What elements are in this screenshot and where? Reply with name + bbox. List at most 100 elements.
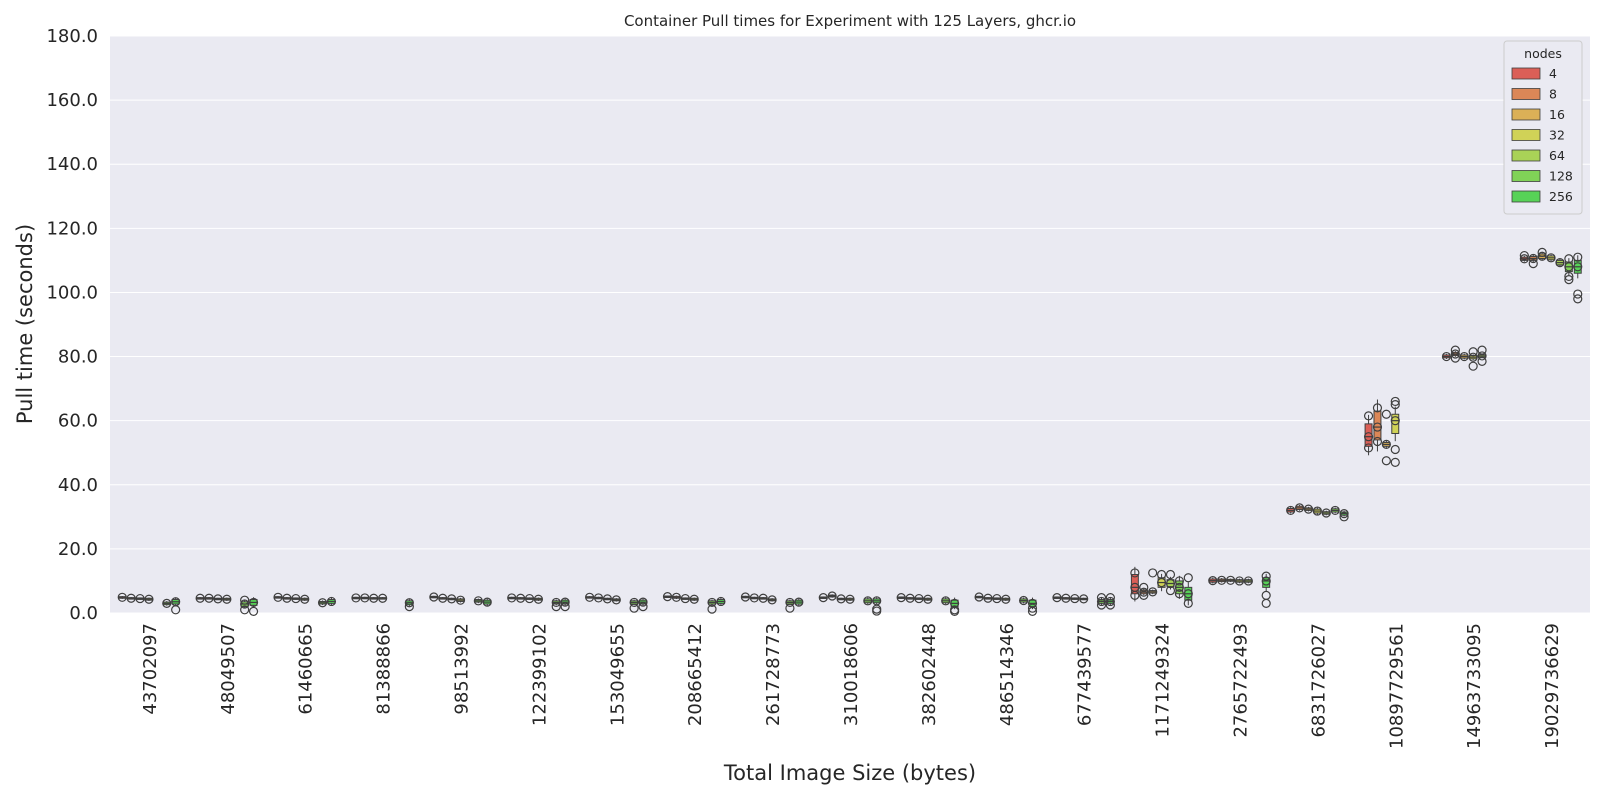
x-tick-label: 261728773 <box>763 623 784 726</box>
box-128-nodes <box>629 597 639 613</box>
legend-item: 4 <box>1511 66 1557 81</box>
x-tick-label: 98513992 <box>452 623 473 715</box>
legend-items: 4 8 16 32 64 128 256 <box>1511 66 1573 204</box>
box-16-nodes <box>213 594 223 604</box>
box-32-nodes <box>455 595 466 605</box>
flier-point <box>593 593 604 603</box>
flier-point <box>671 592 682 602</box>
flier-point <box>1441 351 1452 362</box>
flier-point <box>248 606 259 616</box>
box-8-nodes <box>126 593 136 603</box>
box-32-nodes <box>767 595 777 605</box>
flier-point <box>749 593 759 603</box>
legend-item: 8 <box>1511 87 1557 102</box>
flier-point <box>1105 600 1115 610</box>
box-128-nodes <box>1564 254 1574 285</box>
box-8-nodes <box>1528 253 1538 269</box>
box-32-nodes <box>1312 506 1322 516</box>
box-256-nodes <box>482 597 492 607</box>
flier-point <box>195 593 205 603</box>
gridlines <box>110 35 1590 614</box>
flier-point <box>429 592 439 602</box>
legend-label: 128 <box>1549 169 1573 184</box>
flier-point <box>1225 575 1236 585</box>
flier-point <box>240 599 250 609</box>
flier-point <box>1477 345 1487 355</box>
flier-point <box>135 593 145 604</box>
box-8-nodes <box>360 593 370 603</box>
box-256-nodes <box>1261 571 1271 608</box>
flier-point <box>240 595 250 605</box>
flier-point <box>1339 509 1349 519</box>
flier-point <box>1519 250 1529 261</box>
y-tick-label: 140.0 <box>46 154 98 175</box>
box-256-nodes <box>326 596 337 607</box>
box-4-nodes <box>974 592 984 602</box>
box-4-nodes <box>273 592 283 602</box>
flier-point <box>827 591 837 601</box>
flier-point <box>482 597 492 607</box>
flier-point <box>404 601 414 612</box>
box-256-nodes <box>794 597 804 607</box>
flier-point <box>1537 247 1547 257</box>
legend-label: 16 <box>1549 107 1565 122</box>
flier-point <box>1052 593 1062 603</box>
flier-point <box>1450 349 1460 359</box>
flier-point <box>716 596 726 607</box>
flier-point <box>758 593 768 603</box>
box-16-nodes <box>1537 247 1547 261</box>
legend-item: 16 <box>1511 107 1565 122</box>
box-256-nodes <box>638 597 648 612</box>
box-8-nodes <box>1294 503 1305 513</box>
box-8-nodes <box>827 591 837 601</box>
box-16-nodes <box>992 593 1002 604</box>
box-256-nodes <box>248 597 259 616</box>
box-128-nodes <box>1096 593 1107 610</box>
x-tick-label: 2765722493 <box>1230 623 1251 738</box>
flier-point <box>1096 600 1107 610</box>
flier-point <box>404 598 414 608</box>
box-8-nodes <box>282 593 292 603</box>
y-axis-tick-labels: 0.0 20.0 40.0 60.0 80.0 100.0 120.0 140.0 160.0 1… <box>46 26 98 624</box>
box-4-nodes <box>1363 411 1374 456</box>
legend-label: 8 <box>1549 87 1557 102</box>
flier-point <box>438 593 448 603</box>
flier-point <box>126 593 136 603</box>
flier-point <box>1528 258 1538 269</box>
box-256-nodes <box>404 598 414 612</box>
box-16-nodes <box>1225 575 1236 585</box>
flier-point <box>1363 411 1374 421</box>
flier-point <box>1174 582 1184 592</box>
flier-point <box>638 601 648 612</box>
x-tick-label: 486514346 <box>997 623 1018 726</box>
x-tick-label: 81388866 <box>374 623 395 715</box>
flier-point <box>171 605 181 615</box>
box-8-nodes <box>438 593 448 603</box>
box-256-nodes <box>560 597 570 612</box>
x-tick-label: 208665412 <box>685 623 706 726</box>
flier-point <box>1148 568 1158 578</box>
legend-label: 256 <box>1549 189 1573 204</box>
y-axis-title: Pull time (seconds) <box>13 224 37 424</box>
y-tick-label: 100.0 <box>46 282 98 303</box>
box-128-nodes <box>863 596 873 606</box>
flier-point <box>845 594 855 604</box>
flier-point <box>551 601 561 612</box>
legend-swatch <box>1511 108 1541 121</box>
y-tick-label: 60.0 <box>58 411 98 432</box>
box-128-nodes <box>162 598 172 608</box>
box-16-nodes <box>447 594 457 604</box>
flier-point <box>1139 587 1149 597</box>
box-4-nodes <box>896 593 906 603</box>
flier-point <box>602 594 613 604</box>
flier-point <box>1537 251 1547 261</box>
box-32-nodes <box>1546 253 1556 263</box>
x-axis-tick-labels: 43702097 48049507 61460665 81388866 98513992… <box>140 623 1563 749</box>
legend-item: 128 <box>1511 169 1573 184</box>
legend-swatch <box>1511 149 1541 162</box>
box-256-nodes <box>1105 593 1115 610</box>
flier-point <box>240 605 250 615</box>
y-tick-label: 20.0 <box>58 539 98 560</box>
legend-label: 32 <box>1549 128 1565 143</box>
flier-point <box>1381 439 1391 449</box>
